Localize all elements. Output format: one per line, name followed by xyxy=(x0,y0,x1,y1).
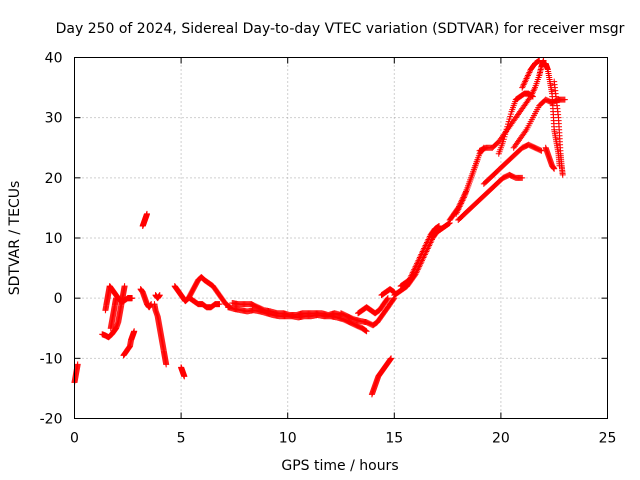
series-s03 xyxy=(102,283,136,314)
series-s25 xyxy=(480,141,545,187)
data-point xyxy=(559,171,566,178)
series-s07 xyxy=(137,286,155,311)
series-s13 xyxy=(186,295,223,311)
y-tick-label: 40 xyxy=(45,51,63,67)
data-point xyxy=(384,295,391,302)
data-point xyxy=(502,128,509,135)
data-point xyxy=(156,292,163,299)
data-point xyxy=(129,295,136,302)
series-s29 xyxy=(519,57,543,91)
chart-title: Day 250 of 2024, Sidereal Day-to-day VTE… xyxy=(56,21,625,37)
data-point xyxy=(501,133,508,140)
data-point xyxy=(435,223,442,230)
data-point xyxy=(519,174,526,181)
x-tick-label: 15 xyxy=(385,431,403,447)
y-tick-label: -10 xyxy=(40,351,63,367)
data-point xyxy=(505,118,512,125)
series-s23 xyxy=(453,156,481,217)
data-point xyxy=(536,57,543,64)
axis-ticks xyxy=(74,57,608,419)
series-s32 xyxy=(542,144,558,172)
plot-frame xyxy=(74,57,608,419)
series-s12 xyxy=(171,274,234,311)
data-point xyxy=(529,93,536,100)
x-tick-labels: 0 5 10 15 20 25 xyxy=(70,431,616,447)
series-s16 xyxy=(338,295,398,329)
data-point xyxy=(535,58,542,65)
data-point xyxy=(388,355,395,362)
x-tick-label: 20 xyxy=(492,431,510,447)
data-point xyxy=(436,222,443,229)
data-point xyxy=(445,220,452,227)
data-points xyxy=(71,57,568,398)
data-point xyxy=(216,301,223,308)
data-point xyxy=(507,111,514,118)
data-point xyxy=(74,361,81,368)
x-axis-title: GPS time / hours xyxy=(281,458,398,474)
series-s10 xyxy=(152,292,163,302)
series-s06 xyxy=(124,295,136,302)
series-s08 xyxy=(139,210,150,229)
data-point xyxy=(561,96,568,103)
data-point xyxy=(384,296,391,303)
series-s15 xyxy=(229,299,344,319)
series-s21 xyxy=(397,222,443,290)
series-s09 xyxy=(151,301,170,368)
data-point xyxy=(434,223,441,230)
y-tick-label: 20 xyxy=(45,171,63,187)
y-tick-labels: -20 -10 0 10 20 30 40 xyxy=(40,51,63,428)
data-point xyxy=(143,210,150,217)
series-s24 xyxy=(455,171,526,223)
data-point xyxy=(389,288,396,295)
data-point xyxy=(474,156,481,163)
data-point xyxy=(446,220,453,227)
data-point xyxy=(121,283,128,290)
data-point xyxy=(502,131,509,138)
data-point xyxy=(504,123,511,130)
data-point xyxy=(506,116,513,123)
data-point xyxy=(537,147,544,154)
series-s05 xyxy=(120,328,138,359)
data-point xyxy=(390,296,397,303)
data-point xyxy=(181,373,188,380)
y-tick-label: 10 xyxy=(45,231,63,247)
series-s04 xyxy=(107,295,120,332)
data-point xyxy=(163,361,170,368)
series-s14 xyxy=(225,304,370,335)
series-s17 xyxy=(355,295,391,317)
grid xyxy=(74,57,608,419)
data-point xyxy=(507,113,514,120)
data-point xyxy=(362,327,369,334)
x-tick-label: 10 xyxy=(279,431,297,447)
x-tick-label: 5 xyxy=(177,431,186,447)
data-point xyxy=(503,126,510,133)
series-s31 xyxy=(551,78,566,178)
data-point xyxy=(538,147,545,154)
y-tick-label: 30 xyxy=(45,111,63,127)
series-s01 xyxy=(71,361,81,386)
series-s27 xyxy=(495,90,536,157)
data-point xyxy=(131,328,138,335)
data-point xyxy=(363,328,370,335)
data-point xyxy=(113,295,120,302)
data-point xyxy=(551,165,558,172)
series-s18 xyxy=(378,286,398,299)
data-point xyxy=(528,92,535,99)
data-point xyxy=(500,136,507,143)
x-tick-label: 25 xyxy=(599,431,617,447)
data-point xyxy=(529,93,536,100)
series-s28 xyxy=(510,96,568,151)
data-point xyxy=(362,327,369,334)
y-tick-label: -20 xyxy=(40,412,63,428)
data-point xyxy=(534,58,541,65)
data-point xyxy=(505,121,512,128)
series-s19 xyxy=(368,355,395,398)
series-s11 xyxy=(178,364,188,380)
x-tick-label: 0 xyxy=(70,431,79,447)
y-axis-title: SDTVAR / TECUs xyxy=(7,181,23,296)
y-tick-label: 0 xyxy=(54,291,63,307)
data-point xyxy=(500,138,507,145)
series-s02 xyxy=(99,283,128,341)
